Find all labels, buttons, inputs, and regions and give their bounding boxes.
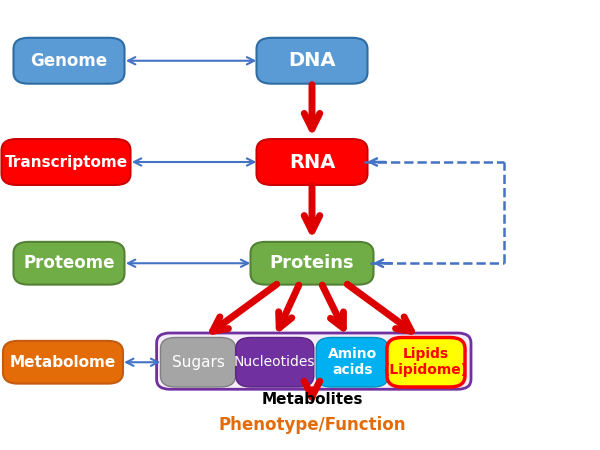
Text: Proteins: Proteins xyxy=(269,254,355,272)
FancyBboxPatch shape xyxy=(236,338,314,387)
Text: DNA: DNA xyxy=(288,51,336,70)
FancyBboxPatch shape xyxy=(257,38,367,84)
FancyBboxPatch shape xyxy=(157,333,471,389)
Text: Lipids
(Lipidome): Lipids (Lipidome) xyxy=(384,347,468,378)
Text: Phenotype/Function: Phenotype/Function xyxy=(218,416,406,434)
FancyBboxPatch shape xyxy=(14,242,125,285)
FancyBboxPatch shape xyxy=(251,242,374,285)
Text: Proteome: Proteome xyxy=(23,254,115,272)
FancyBboxPatch shape xyxy=(316,338,388,387)
Text: Amino
acids: Amino acids xyxy=(328,347,377,378)
FancyBboxPatch shape xyxy=(161,338,235,387)
Text: RNA: RNA xyxy=(289,153,335,171)
FancyBboxPatch shape xyxy=(14,38,125,84)
FancyBboxPatch shape xyxy=(257,139,367,185)
Text: Nucleotides: Nucleotides xyxy=(234,355,316,369)
Text: Metabolome: Metabolome xyxy=(10,355,116,370)
FancyBboxPatch shape xyxy=(2,139,131,185)
Text: Sugars: Sugars xyxy=(172,355,224,370)
FancyBboxPatch shape xyxy=(3,341,123,383)
Text: Genome: Genome xyxy=(31,52,107,70)
FancyBboxPatch shape xyxy=(387,338,465,387)
Text: Transcriptome: Transcriptome xyxy=(4,154,128,170)
Text: Metabolites: Metabolites xyxy=(261,392,363,406)
